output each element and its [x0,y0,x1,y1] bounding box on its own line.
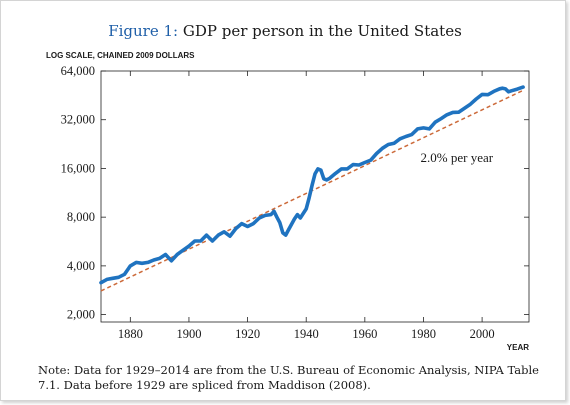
x-tick-label: 2000 [470,327,495,341]
growth-rate-annotation: 2.0% per year [421,150,494,165]
x-tick-label: 1940 [294,327,319,341]
y-tick-label: 16,000 [61,161,95,175]
x-tick-label: 1920 [235,327,260,341]
y-axis-label: LOG SCALE, CHAINED 2009 DOLLARS [46,51,195,60]
gdp-series-line [99,85,525,285]
x-tick-label: 1900 [176,327,201,341]
figure-number: Figure 1: [108,22,179,40]
chart-title: Figure 1: GDP per person in the United S… [0,22,570,40]
chart-title-text: GDP per person in the United States [182,22,462,40]
y-tick-label: 32,000 [61,113,95,127]
x-axis-label: YEAR [507,343,529,352]
labels-layer: 2.0% per year [421,150,494,165]
y-tick-label: 2,000 [67,308,95,322]
chart-note: Note: Data for 1929–2014 are from the U.… [38,363,539,392]
y-tick-label: 4,000 [67,259,95,273]
chart-axes: 2,000 4,000 8,000 16,000 32,000 64,000 1880 190… [46,51,530,352]
x-tick-label: 1880 [118,327,143,341]
plot-frame [100,70,530,323]
x-tick-label: 1960 [352,327,377,341]
series-layer [99,85,525,285]
y-tick-label: 8,000 [67,210,95,224]
y-tick-label: 64,000 [61,64,95,78]
x-tick-label: 1980 [411,327,436,341]
